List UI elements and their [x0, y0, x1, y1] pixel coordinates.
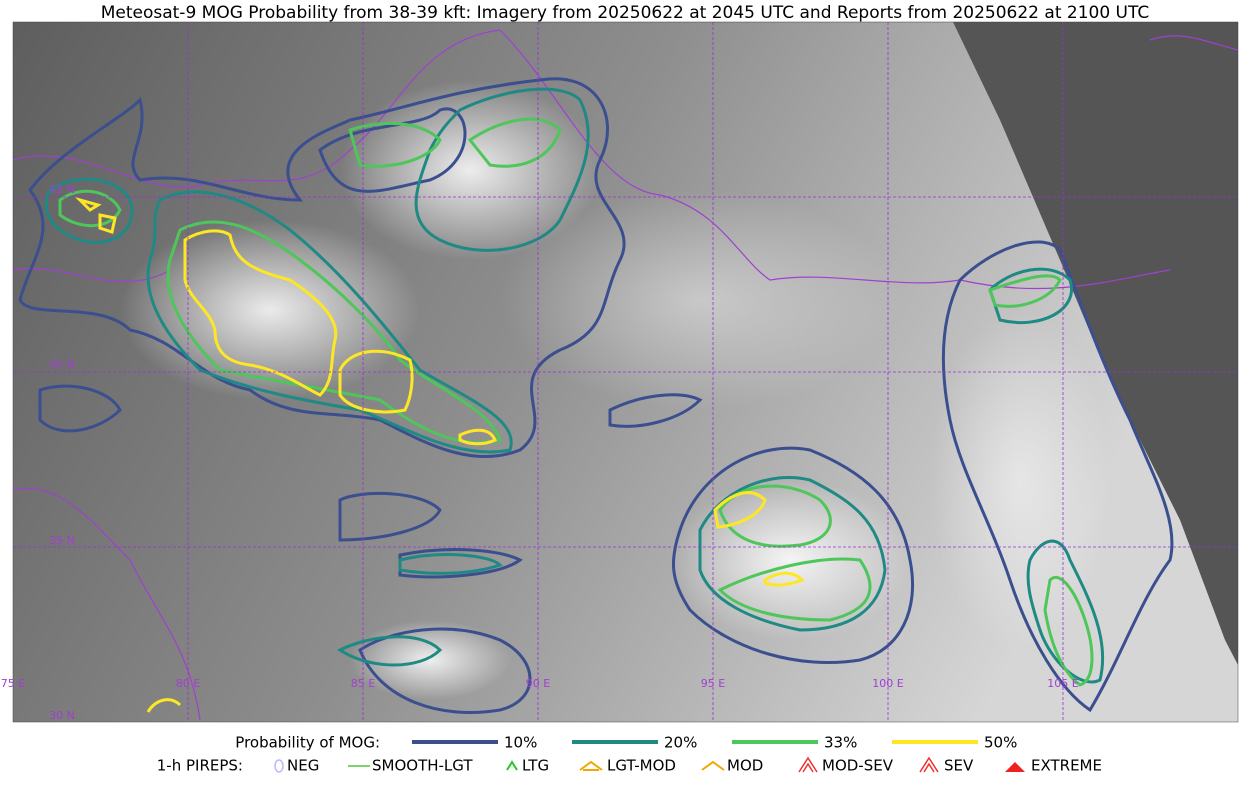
pirep-symbol — [506, 760, 518, 771]
satellite-image — [13, 22, 1238, 722]
legend-label: 20% — [664, 734, 697, 752]
lon-label: 90 E — [526, 677, 550, 690]
legend-label: SEV — [944, 757, 974, 775]
legend-label: LTG — [522, 757, 549, 775]
map-frame — [12, 21, 1239, 723]
lon-label: 100 E — [872, 677, 903, 690]
legend-label: NEG — [287, 757, 319, 775]
lon-label: 75 E — [1, 677, 25, 690]
legend-label: MOD-SEV — [822, 757, 894, 775]
pirep-symbol — [798, 756, 818, 773]
legend-label: 10% — [504, 734, 537, 752]
lat-label: 30 N — [49, 709, 75, 722]
legend-label: 33% — [824, 734, 857, 752]
lat-label: 35 N — [49, 534, 75, 547]
pirep-symbol — [701, 760, 725, 771]
legend-label: LGT-MOD — [607, 757, 676, 775]
legend-label: 50% — [984, 734, 1017, 752]
legend-title: 1-h PIREPS: — [157, 757, 243, 775]
lon-label: 80 E — [176, 677, 200, 690]
pirep-symbol — [919, 756, 939, 773]
grid — [13, 22, 1238, 722]
legend: Probability of MOG: 10% 20% 33% 50% 1-h PIREP… — [157, 734, 1102, 775]
lon-label: 85 E — [351, 677, 375, 690]
legend-label: EXTREME — [1031, 757, 1102, 775]
legend-label: SMOOTH-LGT — [372, 757, 473, 775]
lat-label: 45 N — [49, 183, 75, 196]
grid-labels: 45 N 40 N 35 N 30 N 75 E 80 E 85 E 90 E 95 E 100 … — [1, 183, 1079, 722]
pirep-symbol — [1005, 762, 1025, 772]
pirep-symbol — [579, 760, 603, 771]
contours — [18, 77, 1174, 714]
lon-label: 95 E — [701, 677, 725, 690]
legend-label: MOD — [727, 757, 763, 775]
legend-title: Probability of MOG: — [235, 734, 380, 752]
lat-label: 40 N — [49, 358, 75, 371]
lon-label: 105 E — [1047, 677, 1078, 690]
pirep-symbol — [274, 759, 284, 773]
title: Meteosat-9 MOG Probability from 38-39 kf… — [101, 3, 1150, 23]
